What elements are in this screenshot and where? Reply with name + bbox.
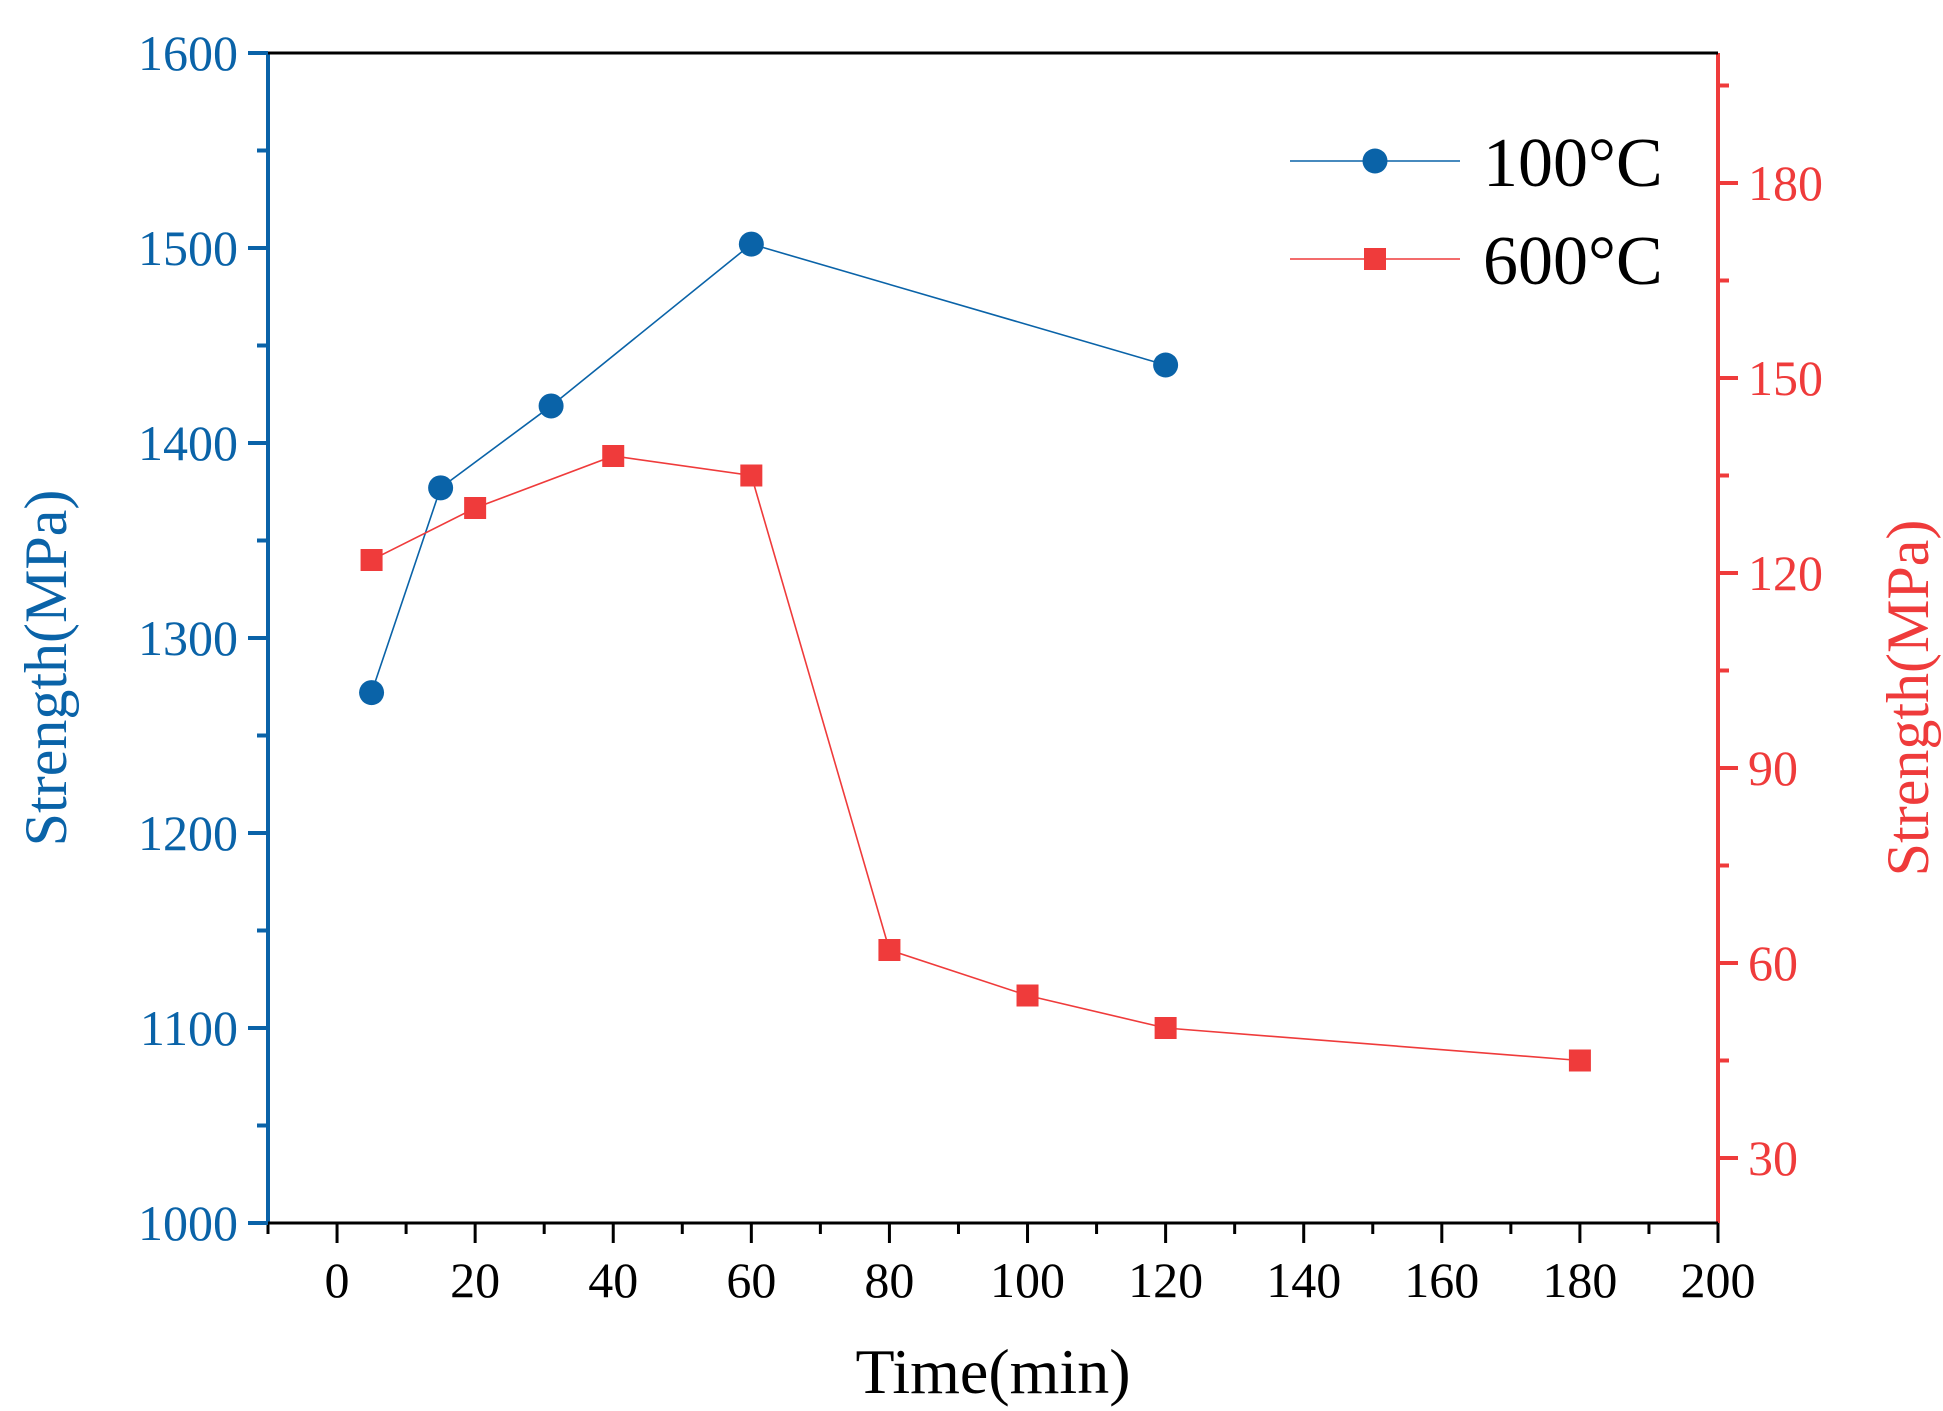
- right-y-tick-label: 90: [1748, 740, 1798, 796]
- data-point: [360, 549, 383, 571]
- tick-marks: [248, 51, 1738, 1243]
- data-point: [428, 475, 454, 501]
- data-point: [1568, 1049, 1591, 1072]
- x-axis-title: Time(min): [856, 1336, 1131, 1407]
- x-tick-label: 160: [1404, 1252, 1479, 1308]
- legend: 100°C 600°C: [1290, 125, 1663, 300]
- legend-label-100c: 100°C: [1483, 125, 1663, 202]
- data-point: [538, 393, 564, 419]
- left-y-tick-label: 1100: [140, 1000, 238, 1056]
- x-tick-label: 60: [726, 1252, 776, 1308]
- data-point: [1153, 352, 1179, 378]
- x-tick-label: 20: [450, 1252, 500, 1308]
- x-tick-label: 180: [1542, 1252, 1617, 1308]
- series-600c: [360, 445, 1591, 1072]
- x-tick-label: 80: [864, 1252, 914, 1308]
- data-point: [740, 464, 763, 487]
- series-100c: [359, 231, 1179, 706]
- data-point: [878, 939, 901, 961]
- data-series: [359, 231, 1591, 1072]
- data-point: [359, 680, 385, 706]
- series-line: [370, 243, 1166, 693]
- right-y-tick-label: 150: [1748, 350, 1823, 406]
- x-tick-label: 120: [1128, 1252, 1203, 1308]
- legend-marker-600c: [1364, 248, 1386, 270]
- left-y-tick-label: 1600: [138, 25, 238, 81]
- right-y-axis-title: Strength(MPa): [1875, 520, 1941, 877]
- left-y-tick-label: 1500: [138, 220, 238, 276]
- legend-label-600c: 600°C: [1483, 223, 1663, 300]
- left-y-axis-title: Strength(MPa): [13, 490, 79, 847]
- legend-marker-100c: [1362, 148, 1388, 174]
- data-point: [738, 231, 764, 257]
- x-tick-label: 100: [990, 1252, 1065, 1308]
- left-y-tick-label: 1200: [138, 805, 238, 861]
- data-point: [464, 497, 487, 519]
- right-y-tick-label: 180: [1748, 155, 1823, 211]
- x-tick-label: 40: [588, 1252, 638, 1308]
- series-line: [371, 455, 1580, 1062]
- x-tick-label: 0: [325, 1252, 350, 1308]
- x-tick-label: 200: [1681, 1252, 1756, 1308]
- right-y-tick-label: 30: [1748, 1130, 1798, 1186]
- data-point: [1154, 1017, 1177, 1039]
- right-y-tick-label: 120: [1748, 545, 1823, 601]
- left-y-tick-label: 1000: [138, 1195, 238, 1251]
- data-point: [602, 445, 625, 467]
- tick-labels: 0 20 40 60 80 100 120 140 160 180 200 1000 1100 1200 1…: [138, 25, 1823, 1308]
- data-point: [1016, 984, 1039, 1007]
- left-y-tick-label: 1400: [138, 415, 238, 471]
- x-tick-label: 140: [1266, 1252, 1341, 1308]
- left-y-tick-label: 1300: [138, 610, 238, 666]
- right-y-tick-label: 60: [1748, 935, 1798, 991]
